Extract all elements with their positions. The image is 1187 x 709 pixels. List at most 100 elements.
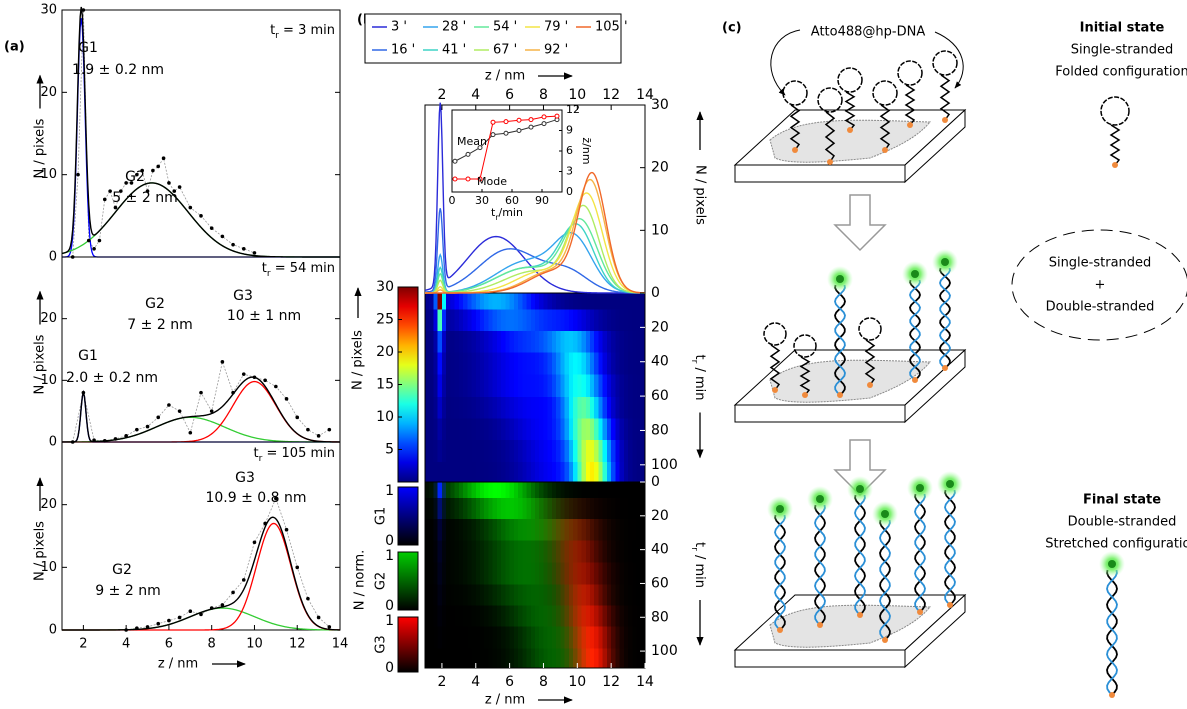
data-point — [295, 415, 300, 420]
rgb-cell — [577, 482, 583, 499]
data-point — [124, 434, 128, 438]
rgb-cell — [526, 626, 532, 650]
colorbar — [397, 486, 419, 546]
t-tick-label: 100 — [651, 457, 678, 473]
rgb-cell — [615, 562, 621, 585]
heat-cell — [475, 462, 481, 483]
rgb-cell — [446, 626, 451, 650]
rgb-cell — [615, 540, 621, 563]
component-name: G1 — [78, 40, 98, 56]
rgb-cell — [480, 562, 485, 585]
heat-cell — [484, 439, 490, 463]
rgb-cell — [556, 562, 561, 585]
rgb-cell — [496, 540, 502, 563]
component-label: 7 ± 2 nm — [127, 317, 192, 333]
step-arrow — [833, 439, 887, 497]
heat-cell — [492, 352, 498, 376]
data-point — [172, 189, 177, 193]
heat-cell — [530, 462, 536, 483]
rgb-cell — [513, 540, 519, 563]
dna-stem — [1109, 124, 1121, 166]
heat-cell — [640, 293, 646, 310]
rgb-cell — [458, 626, 464, 650]
anchor — [837, 392, 843, 398]
heat-cell — [594, 293, 600, 310]
heat-cell — [441, 418, 447, 441]
x-axis-label: z / nm — [158, 657, 198, 672]
rgb-cell — [632, 498, 638, 520]
heat-cell — [518, 418, 523, 441]
rgb-cell — [458, 584, 464, 607]
data-point — [284, 527, 289, 532]
heat-cell — [425, 418, 430, 441]
rgb-cell — [467, 562, 473, 585]
heat-cell — [623, 462, 629, 483]
heat-cell — [636, 374, 642, 398]
rgb-cell — [454, 519, 460, 541]
rgb-cell — [480, 482, 485, 499]
rgb-cell — [463, 519, 468, 541]
rgb-cell — [441, 648, 447, 669]
heat-cell — [518, 374, 523, 398]
heat-cell — [632, 418, 638, 441]
rgb-cell — [488, 626, 494, 650]
heat-cell — [480, 462, 485, 483]
heat-cell — [611, 418, 616, 441]
data-point — [241, 578, 246, 582]
heat-cell — [632, 309, 638, 332]
heat-cell — [530, 374, 536, 398]
rgb-cell — [484, 540, 490, 563]
rgb-cell — [598, 540, 604, 563]
rgb-cell — [425, 648, 430, 669]
heat-cell — [513, 439, 519, 463]
data-point — [167, 403, 171, 407]
heat-cell — [441, 462, 447, 483]
heat-cell — [640, 418, 646, 441]
data-point — [81, 8, 86, 12]
fit-component — [62, 416, 340, 443]
heat-cell — [598, 396, 604, 420]
rgb-cell — [636, 626, 642, 650]
inset-x-tick-label: 0 — [449, 194, 456, 207]
heat-cell — [480, 374, 485, 398]
dna-strand — [814, 504, 826, 626]
heat-cell — [433, 330, 439, 353]
t-tick-label: 40 — [651, 542, 669, 558]
heat-cell — [467, 352, 473, 376]
rgb-cell — [547, 540, 553, 563]
rgb-cell — [505, 584, 511, 607]
heat-cell — [526, 293, 532, 310]
heat-cell — [463, 439, 468, 463]
heat-cell — [590, 374, 595, 398]
heat-cell — [509, 462, 515, 483]
inset-x-tick-label: 60 — [505, 194, 519, 207]
heat-cell — [547, 396, 553, 420]
heat-cell — [535, 293, 540, 310]
component-name: G3 — [235, 470, 255, 486]
rgb-cell — [518, 584, 523, 607]
heat-cell — [522, 374, 528, 398]
rgb-cell — [611, 605, 616, 628]
colorbar-tick-label: 1 — [385, 613, 394, 629]
colorbar-tick-label: 15 — [376, 377, 394, 393]
heat-cell — [598, 330, 604, 353]
heat-cell — [437, 330, 443, 353]
rgb-cell — [475, 584, 481, 607]
rgb-cell — [480, 519, 485, 541]
heat-cell — [560, 418, 566, 441]
rgb-cell — [628, 498, 633, 520]
component-label: 1.9 ± 0.2 nm — [72, 62, 164, 78]
rgb-cell — [623, 584, 629, 607]
heat-cell — [606, 439, 612, 463]
data-point — [263, 521, 267, 526]
x-tick-label: 12 — [602, 674, 620, 690]
t-tick-label: 100 — [651, 643, 678, 659]
rgb-cell — [467, 626, 473, 650]
rgb-cell — [425, 519, 430, 541]
rgb-cell — [429, 584, 435, 607]
data-point — [231, 590, 235, 595]
component-label: 9 ± 2 nm — [95, 583, 160, 599]
rgb-cell — [636, 540, 642, 563]
colorbar-tick-label: 0 — [385, 598, 394, 614]
rgb-cell — [505, 482, 511, 499]
